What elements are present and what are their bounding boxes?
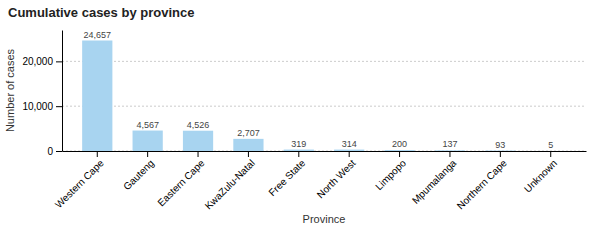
x-tick-mark: [97, 151, 98, 157]
data-label: 93: [495, 140, 505, 150]
x-axis: Western Cape GautengEastern CapeKwaZulu-N…: [53, 151, 587, 212]
x-tick-label: Northern Cape: [455, 157, 509, 211]
y-tick-mark: [56, 61, 62, 62]
bar: [133, 131, 163, 151]
x-tick: Western Cape: [53, 151, 106, 210]
y-tick-mark: [56, 106, 62, 107]
y-axis: 0 10,000 20,000: [22, 31, 62, 157]
x-tick-label: Western Cape: [53, 157, 106, 210]
bar: [536, 150, 566, 151]
bar: [183, 131, 213, 151]
x-tick-label: Mpumalanga: [410, 157, 459, 206]
y-axis-title: Number of cases: [4, 48, 16, 132]
x-tick-mark: [500, 151, 501, 157]
x-tick-label: Eastern Cape: [156, 157, 207, 208]
x-tick-label: KwaZulu-Natal: [203, 157, 257, 211]
bar: [334, 150, 364, 151]
bar: [233, 139, 263, 151]
x-tick-label: Limpopo: [373, 157, 408, 192]
grid-line: [62, 61, 586, 62]
y-tick-label: 0: [47, 146, 53, 157]
x-tick-mark: [399, 151, 400, 157]
bar: [82, 41, 112, 151]
data-label: 137: [442, 139, 457, 149]
data-label: 319: [291, 139, 306, 149]
x-tick-label: Free State: [266, 157, 307, 198]
data-label: 200: [392, 139, 407, 149]
x-tick: Limpopo: [373, 151, 408, 192]
data-label: 4,567: [136, 120, 159, 130]
grid-line: [62, 106, 586, 107]
y-tick-mark: [56, 151, 62, 152]
data-label: 2,707: [237, 128, 260, 138]
x-tick: KwaZulu-Natal: [203, 151, 257, 212]
x-axis-title: Province: [303, 213, 346, 225]
x-tick-mark: [248, 151, 249, 157]
bar: [384, 150, 414, 151]
bar: [485, 150, 515, 151]
x-tick-label: Unknown: [522, 157, 559, 194]
data-label: 4,526: [187, 120, 210, 130]
x-tick: Unknown: [522, 151, 559, 195]
x-tick-mark: [147, 151, 148, 157]
x-tick-mark: [198, 151, 199, 157]
chart-svg: 24,657 4,567 4,526 2,707 319 314 200 137 93 5 0 10,…: [0, 0, 600, 229]
bar: [284, 150, 314, 151]
chart-container: 24,657 4,567 4,526 2,707 319 314 200 137 93 5 0 10,…: [0, 0, 600, 229]
x-tick-mark: [349, 151, 350, 157]
x-tick: Mpumalanga: [410, 151, 459, 206]
y-tick: 0: [47, 146, 62, 157]
data-label: 24,657: [84, 30, 112, 40]
x-axis-line: [63, 151, 587, 152]
plot-area: 24,657 4,567 4,526 2,707 319 314 200 137 93 5 0 10,…: [22, 30, 586, 212]
x-tick: North West: [315, 151, 358, 200]
x-tick-mark: [449, 151, 450, 157]
y-tick-label: 20,000: [22, 56, 53, 67]
x-tick-mark: [550, 151, 551, 157]
x-tick: Free State: [266, 151, 307, 198]
x-tick-label: Gauteng: [121, 157, 156, 192]
y-tick: 10,000: [22, 101, 62, 112]
grid: [62, 61, 586, 151]
chart-title: Cumulative cases by province: [8, 5, 194, 20]
y-tick: 20,000: [22, 56, 62, 67]
y-axis-line: [62, 31, 63, 152]
x-tick: Northern Cape: [455, 151, 509, 212]
x-tick-label: North West: [315, 157, 358, 200]
data-label: 5: [548, 140, 553, 150]
x-tick: Gauteng: [121, 151, 156, 192]
data-labels: 24,657 4,567 4,526 2,707 319 314 200 137 93 5: [84, 30, 554, 150]
x-tick-mark: [298, 151, 299, 157]
y-tick-label: 10,000: [22, 101, 53, 112]
x-tick: Eastern Cape: [156, 151, 207, 208]
bar: [435, 150, 465, 151]
bars: [82, 41, 566, 151]
data-label: 314: [342, 139, 357, 149]
